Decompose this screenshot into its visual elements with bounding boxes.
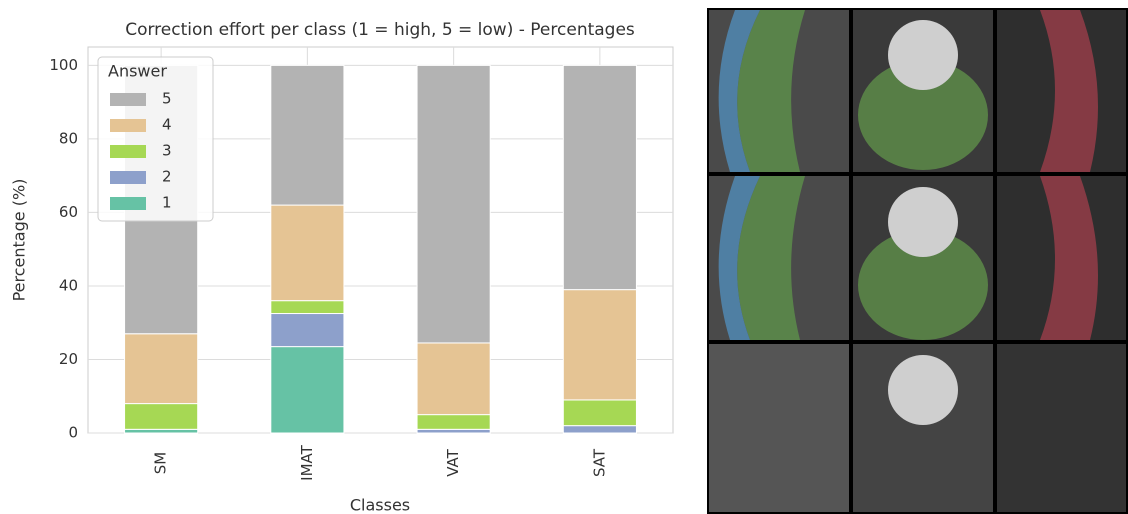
y-axis-label: Percentage (%) <box>10 179 29 302</box>
segment <box>1040 176 1098 340</box>
bar-segment <box>416 64 491 344</box>
ct-panel <box>709 344 849 512</box>
segment <box>858 230 988 340</box>
y-tick-label: 100 <box>49 56 78 74</box>
row-2 <box>709 176 1126 340</box>
bar-segment <box>270 313 345 348</box>
segment <box>718 176 760 340</box>
legend-label: 1 <box>162 194 172 212</box>
chart-title: Correction effort per class (1 = high, 5… <box>125 20 635 40</box>
x-tick-label: SM <box>152 452 170 474</box>
legend-box <box>97 56 214 222</box>
y-tick-label: 60 <box>59 203 78 221</box>
ct-panel <box>997 344 1126 512</box>
ct-images <box>707 8 1128 514</box>
bar-segment <box>562 289 637 401</box>
y-tick-label: 80 <box>59 129 78 147</box>
legend-label: 4 <box>162 116 172 134</box>
legend-label: 3 <box>162 142 172 160</box>
bar-segment <box>562 399 637 427</box>
x-tick-label: IMAT <box>298 444 316 480</box>
legend-swatch <box>110 197 146 210</box>
row-1 <box>709 10 1126 172</box>
y-tick-label: 40 <box>59 276 78 294</box>
x-axis-label: Classes <box>350 496 410 514</box>
segment <box>737 10 805 172</box>
legend-title: Answer <box>108 62 167 81</box>
legend-swatch <box>110 119 146 132</box>
bar-segment <box>124 403 199 430</box>
y-tick-label: 20 <box>59 350 78 368</box>
segment <box>858 60 988 170</box>
x-tick-label: SAT <box>590 448 608 477</box>
bone <box>888 355 958 425</box>
bar-segment <box>124 333 199 405</box>
bar-segment <box>270 64 345 206</box>
bar-segment <box>416 414 491 430</box>
legend-label: 2 <box>162 168 172 186</box>
y-tick-label: 0 <box>68 424 78 442</box>
legend-swatch <box>110 145 146 158</box>
legend-swatch <box>110 93 146 106</box>
bone <box>888 20 958 90</box>
segment <box>1040 10 1098 172</box>
segment <box>718 10 760 172</box>
bone <box>888 187 958 257</box>
bar-segment <box>562 425 637 434</box>
bar-segment <box>416 342 491 416</box>
bar-segment <box>562 64 637 291</box>
row-3 <box>709 344 1126 512</box>
bar-segment <box>124 428 199 434</box>
bar-segment <box>270 300 345 315</box>
bar-segment <box>416 428 491 434</box>
bar-segment <box>270 346 345 434</box>
x-tick-label: VAT <box>444 448 462 476</box>
bar-segment <box>270 204 345 302</box>
segment <box>737 176 805 340</box>
legend-label: 5 <box>162 90 172 108</box>
legend-swatch <box>110 171 146 184</box>
